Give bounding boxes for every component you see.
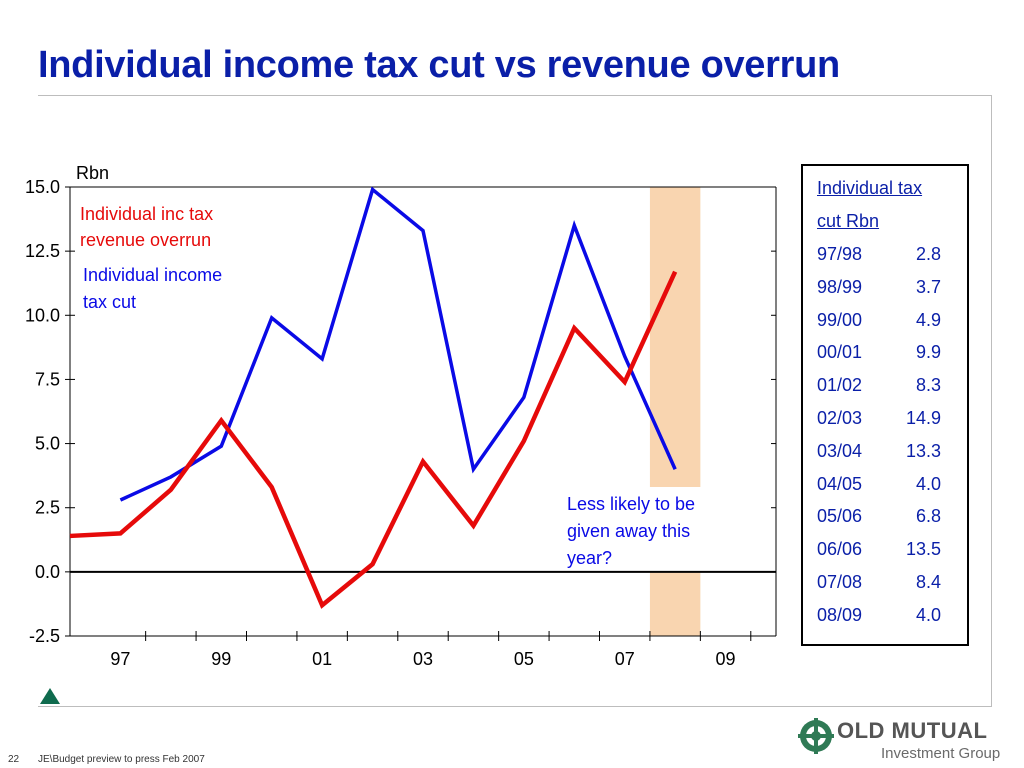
y-tick-label: 0.0 (35, 562, 60, 582)
legend-revenue-overrun-line1: Individual inc tax (80, 204, 213, 224)
table-row: 08/09 4.0 (817, 599, 967, 632)
highlight-band-lower (649, 571, 701, 636)
table-value: 4.0 (915, 604, 941, 625)
table-year: 00/01 (817, 342, 863, 363)
y-tick-label: 12.5 (25, 241, 60, 261)
table-year: 04/05 (817, 473, 863, 494)
table-row: 07/08 8.4 (817, 566, 967, 599)
table-value: 8.3 (915, 375, 941, 396)
table-row: 97/98 2.8 (817, 238, 967, 271)
table-year: 99/00 (817, 309, 863, 330)
annotation-text: Less likely to be given away this year? (567, 494, 700, 568)
table-row: 02/03 14.9 (817, 402, 967, 435)
y-tick-label: 15.0 (25, 177, 60, 197)
table-value: 13.3 (905, 440, 941, 461)
x-tick-label: 05 (514, 649, 534, 669)
page-number: 22 (8, 754, 20, 765)
annotation-line1: Less likely to be (567, 494, 695, 514)
table-value: 2.8 (915, 244, 941, 264)
table-year: 01/02 (817, 375, 863, 396)
company-logo: OLD MUTUAL Investment Group (798, 714, 1001, 764)
y-axis-unit-label: Rbn (76, 163, 109, 183)
highlight-band-upper (649, 187, 701, 487)
table-value: 4.0 (915, 473, 941, 494)
table-value: 4.9 (915, 309, 941, 330)
x-tick-label: 97 (110, 649, 130, 669)
table-value: 13.5 (905, 539, 941, 560)
table-header-line2: cut Rbn (817, 211, 880, 231)
table-row: 00/01 9.9 (817, 336, 967, 369)
series-line-revenue-overrun (69, 270, 678, 609)
table-year: 03/04 (817, 440, 863, 461)
x-tick-label: 03 (413, 649, 433, 669)
table-row: 06/06 13.5 (817, 533, 967, 566)
table-year: 02/03 (817, 407, 863, 428)
table-rows: 97/98 2.8 98/99 3.7 99/00 4.9 00/01 9.9 01/02 8.3… (817, 238, 967, 632)
logo-subtitle: Investment Group (881, 745, 1001, 762)
y-tick-label: 10.0 (25, 305, 60, 325)
table-year: 07/08 (817, 571, 863, 592)
series-line-tax-cut (119, 186, 677, 502)
y-tick-label: 5.0 (35, 434, 60, 454)
triangle-marker-icon (40, 688, 60, 704)
table-row: 05/06 6.8 (817, 500, 967, 533)
table-year: 06/06 (817, 539, 863, 560)
y-tick-label: 7.5 (35, 369, 60, 389)
table-row: 04/05 4.0 (817, 468, 967, 501)
table-year: 97/98 (817, 244, 863, 264)
x-tick-label: 99 (211, 649, 231, 669)
legend-tax-cut-line1: Individual income (83, 265, 222, 285)
legend-tax-cut: Individual income tax cut (83, 265, 227, 312)
y-tick-label: -2.5 (29, 626, 60, 646)
annotation-line2: given away this (567, 521, 690, 541)
table-value: 8.4 (915, 571, 941, 592)
table-header-line1: Individual tax (817, 178, 923, 198)
table-row: 01/02 8.3 (817, 369, 967, 402)
slide-title: Individual income tax cut vs revenue ove… (38, 44, 840, 86)
x-tick-label: 09 (716, 649, 736, 669)
legend-tax-cut-line2: tax cut (83, 292, 136, 312)
legend-revenue-overrun-line2: revenue overrun (80, 230, 211, 250)
legend-revenue-overrun: Individual inc tax revenue overrun (80, 204, 218, 250)
x-tick-label: 07 (615, 649, 635, 669)
tax-cut-table: Individual tax cut Rbn 97/98 2.8 98/99 3.7 9… (801, 164, 969, 646)
table-value: 14.9 (905, 407, 941, 428)
table-row: 98/99 3.7 (817, 271, 967, 304)
line-chart: 15.0 12.5 10.0 7.5 5.0 2.5 0.0 -2.5 97 99 01 03 05 07… (25, 163, 777, 669)
table-value: 6.8 (915, 506, 941, 527)
table-year: 05/06 (817, 506, 863, 527)
table-value: 3.7 (915, 276, 941, 297)
y-tick-label: 2.5 (35, 498, 60, 518)
annotation-line3: year? (567, 548, 612, 568)
table-year: 08/09 (817, 604, 863, 625)
table-value: 9.9 (915, 342, 941, 363)
logo-emblem-icon (798, 718, 834, 754)
table-row: 03/04 13.3 (817, 435, 967, 468)
logo-name: OLD MUTUAL (837, 718, 988, 743)
table-year: 98/99 (817, 276, 863, 297)
content-frame (38, 95, 992, 707)
x-tick-label: 01 (312, 649, 332, 669)
table-row: 99/00 4.9 (817, 304, 967, 337)
footer-text: JE\Budget preview to press Feb 2007 (38, 754, 205, 765)
